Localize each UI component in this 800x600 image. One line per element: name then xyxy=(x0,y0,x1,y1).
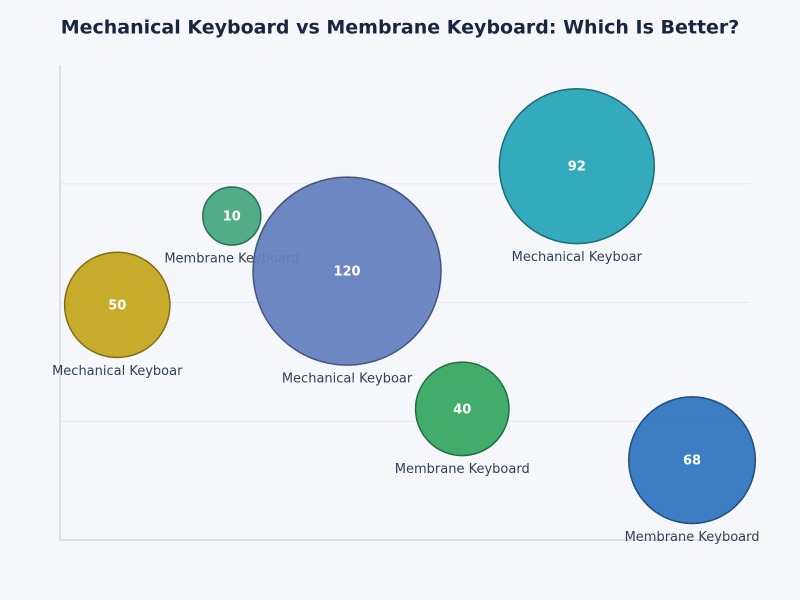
value-label: 92 xyxy=(568,160,586,175)
value-label: 50 xyxy=(108,298,126,313)
bubble-label: Mechanical Keyboar xyxy=(52,364,183,379)
bubble xyxy=(202,186,262,246)
bubble xyxy=(63,251,171,359)
bubble xyxy=(628,396,757,525)
bubble-label: Mechanical Keyboar xyxy=(512,250,643,265)
bubble xyxy=(414,361,510,457)
value-label: 40 xyxy=(453,402,471,417)
bubble xyxy=(252,176,442,366)
value-label: 10 xyxy=(223,210,241,225)
chart-title: Mechanical Keyboard vs Membrane Keyboard… xyxy=(61,17,740,39)
value-label: 120 xyxy=(333,265,360,280)
bubble-label: Mechanical Keyboar xyxy=(282,372,413,387)
bubble-label: Membrane Keyboard xyxy=(625,530,760,545)
bubble-label: Membrane Keyboard xyxy=(395,462,530,477)
bubble xyxy=(498,87,656,245)
value-label: 68 xyxy=(683,454,701,469)
